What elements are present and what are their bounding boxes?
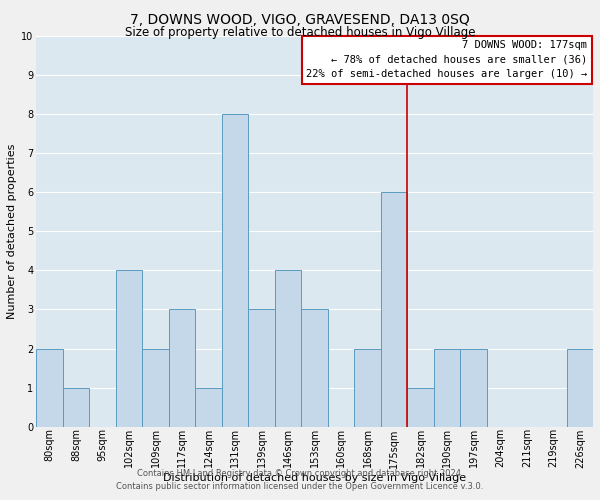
Bar [407,388,434,426]
Text: Contains HM Land Registry data © Crown copyright and database right 2024.
Contai: Contains HM Land Registry data © Crown c… [116,470,484,491]
Bar [248,310,275,426]
Y-axis label: Number of detached properties: Number of detached properties [7,144,17,319]
Bar [460,348,487,426]
Bar [275,270,301,426]
Bar [301,310,328,426]
X-axis label: Distribution of detached houses by size in Vigo Village: Distribution of detached houses by size … [163,473,466,483]
Bar [222,114,248,426]
Bar [36,348,62,426]
Bar [381,192,407,426]
Text: 7, DOWNS WOOD, VIGO, GRAVESEND, DA13 0SQ: 7, DOWNS WOOD, VIGO, GRAVESEND, DA13 0SQ [130,12,470,26]
Bar [195,388,222,426]
Bar [355,348,381,426]
Bar [142,348,169,426]
Text: Size of property relative to detached houses in Vigo Village: Size of property relative to detached ho… [125,26,475,39]
Bar [566,348,593,426]
Bar [169,310,195,426]
Bar [434,348,460,426]
Bar [116,270,142,426]
Bar [62,388,89,426]
Text: 7 DOWNS WOOD: 177sqm
← 78% of detached houses are smaller (36)
22% of semi-detac: 7 DOWNS WOOD: 177sqm ← 78% of detached h… [306,40,587,80]
